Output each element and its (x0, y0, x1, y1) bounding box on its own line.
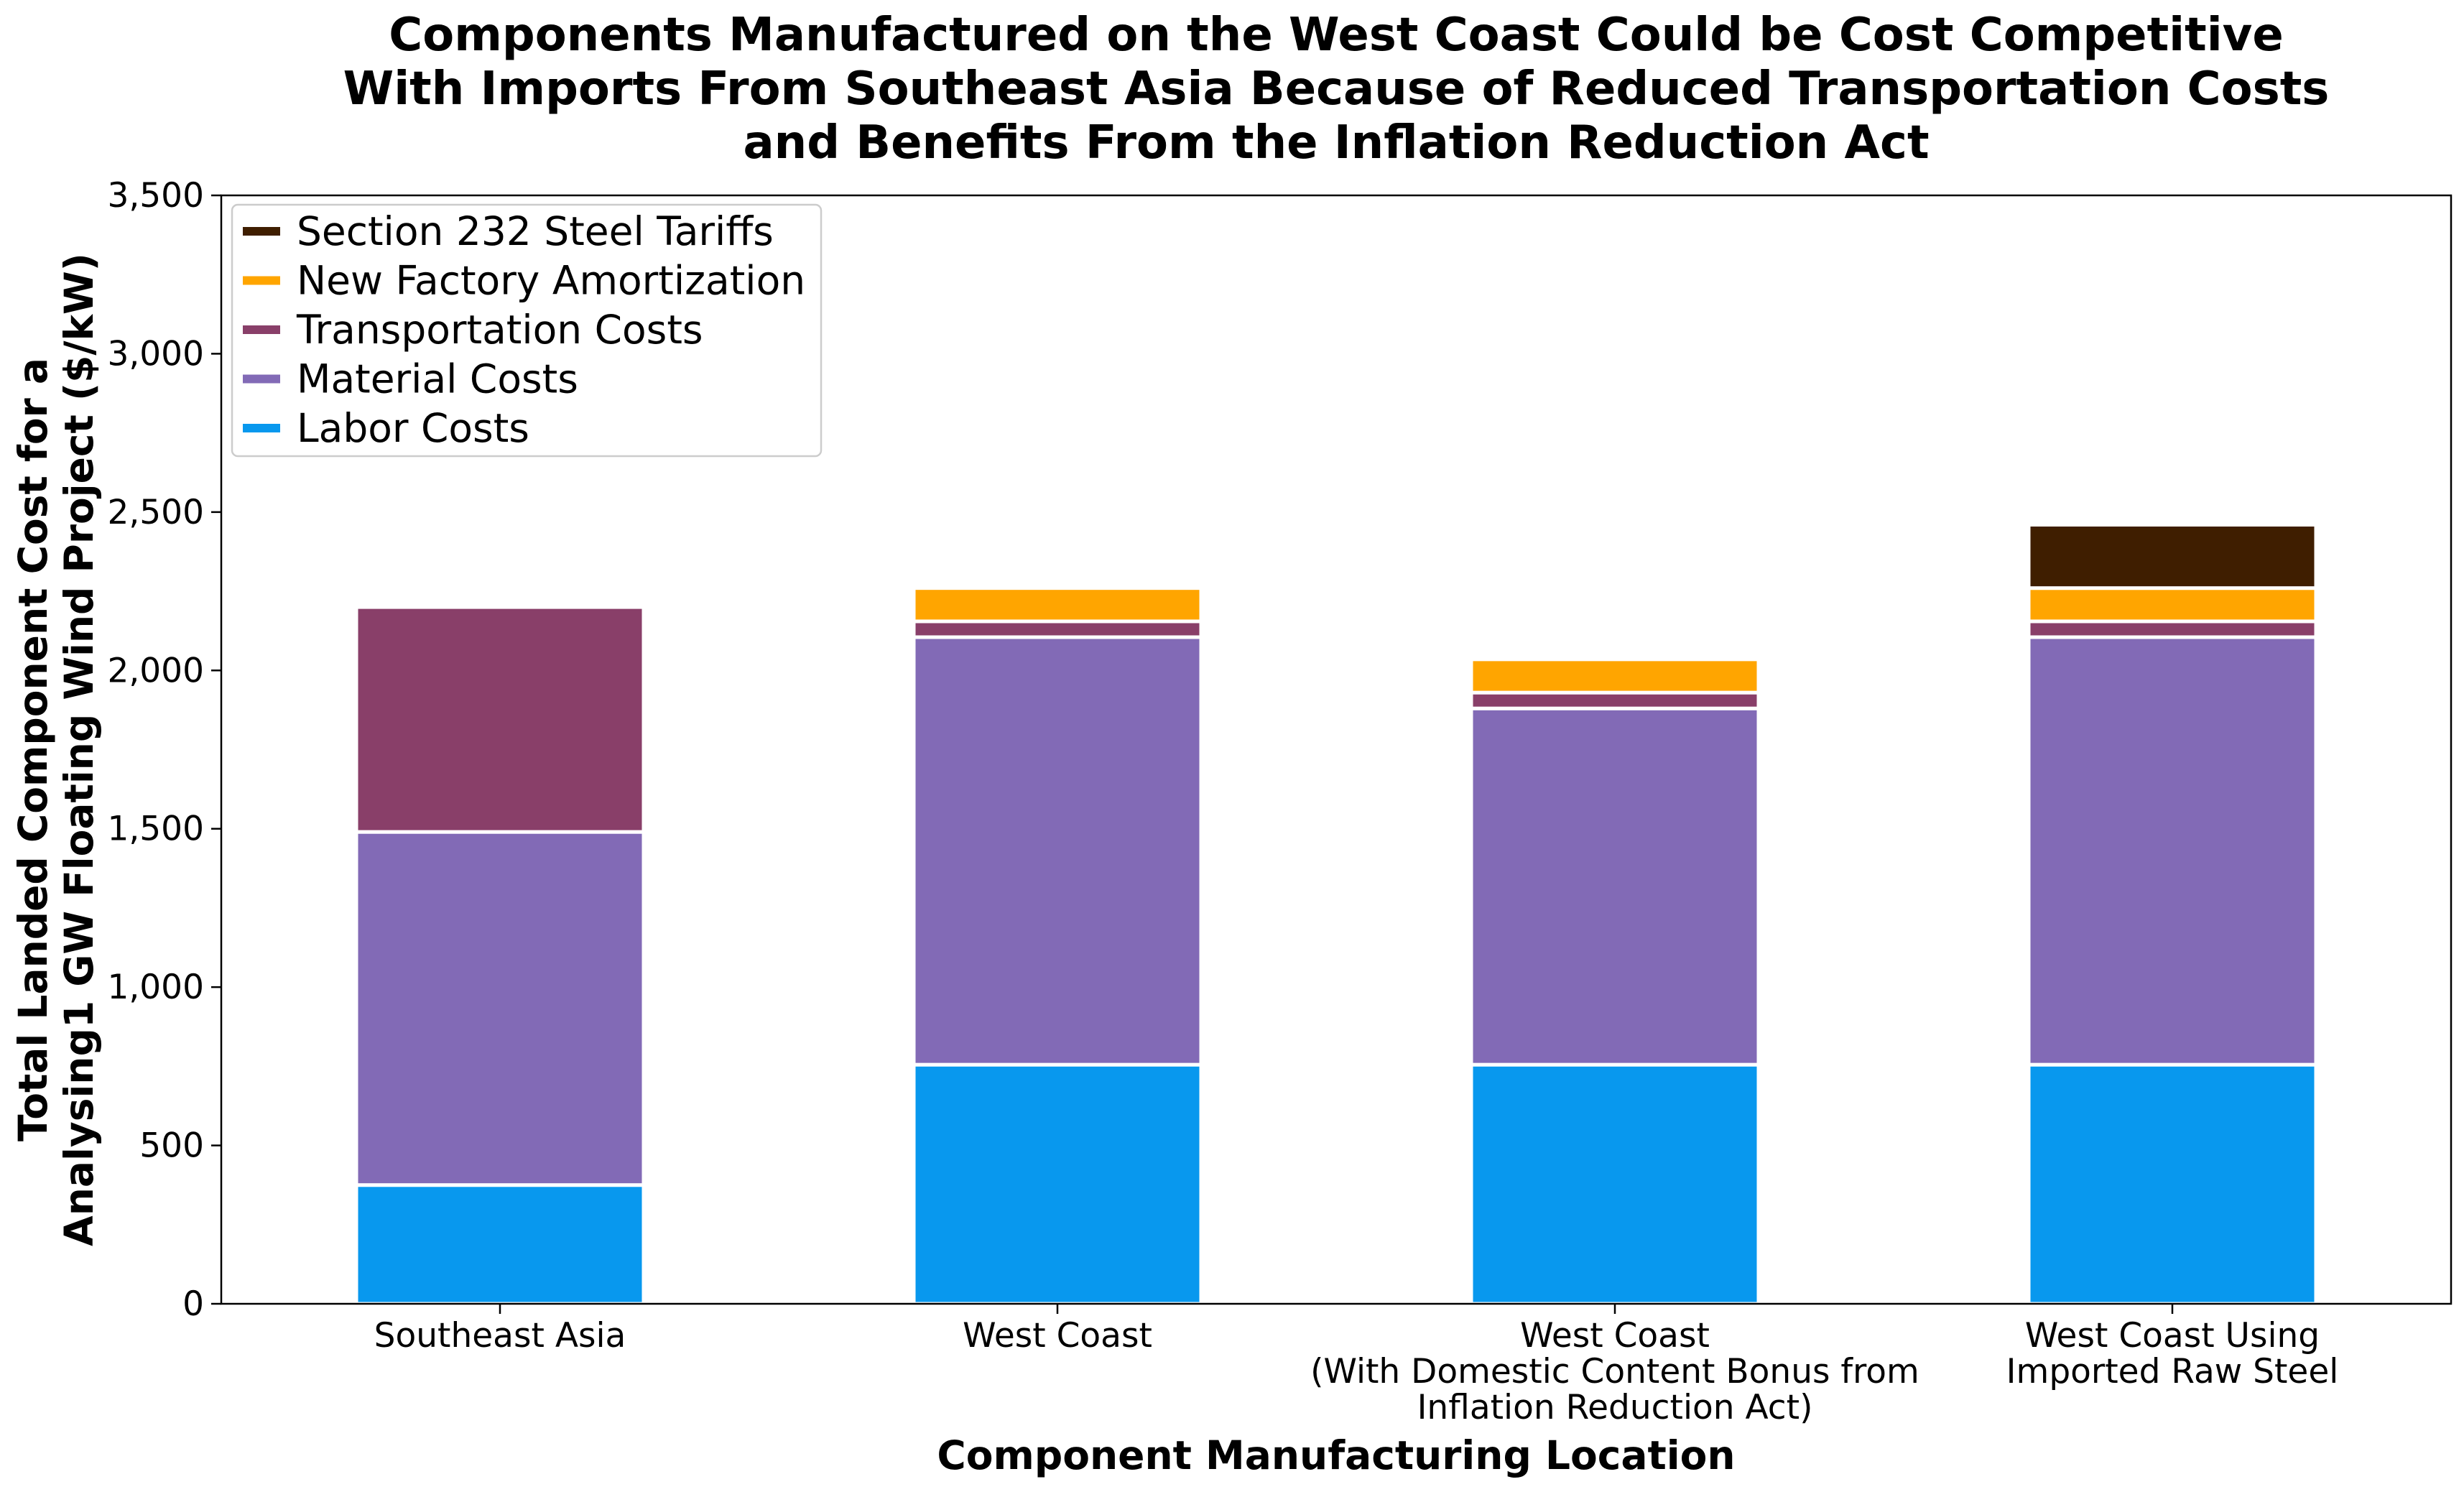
x-tick-label-line: West Coast Using (2025, 1316, 2320, 1356)
legend-label: Material Costs (297, 356, 578, 402)
bar-segment (912, 635, 1203, 1067)
y-tick-label: 2,500 (107, 493, 204, 532)
bar-segment (1469, 1062, 1761, 1306)
chart-title: Components Manufactured on the West Coas… (343, 9, 2330, 170)
bar-segment (1469, 706, 1761, 1067)
y-tick-label: 1,000 (107, 968, 204, 1007)
bar-segment (354, 830, 646, 1187)
x-tick-label-line: Southeast Asia (374, 1316, 626, 1356)
x-tick-label: Southeast Asia (374, 1316, 626, 1356)
x-tick-label-line: West Coast (963, 1316, 1152, 1356)
legend-swatch (243, 325, 280, 334)
bar-segment (2027, 522, 2318, 590)
bar-segment (2027, 619, 2318, 639)
title-line: Components Manufactured on the West Coas… (389, 9, 2284, 62)
x-tick-label-line: (With Domestic Content Bonus from (1310, 1352, 1919, 1391)
y-axis: 05001,0001,5002,0002,5003,0003,500Total … (10, 176, 221, 1324)
legend-swatch (243, 276, 280, 285)
y-axis-title-line: Total Landed Component Cost for a (10, 358, 56, 1141)
bar-segment (2027, 1062, 2318, 1306)
x-tick-label: West Coast Using Imported Raw Steel (2006, 1316, 2339, 1391)
x-tick-label-line: West Coast (1520, 1316, 1710, 1356)
x-axis: Southeast Asia West Coast West Coast (With … (374, 1304, 2339, 1478)
y-tick-label: 3,500 (107, 176, 204, 216)
x-axis-title: Component Manufacturing Location (937, 1432, 1735, 1478)
plot-frame (220, 194, 2453, 1305)
legend-label: Section 232 Steel Tariffs (297, 208, 774, 254)
y-tick-label: 0 (182, 1284, 204, 1324)
title-line: and Benefits From the Inflation Reductio… (743, 116, 1929, 170)
x-tick-label-line: Inflation Reduction Act) (1417, 1388, 1813, 1427)
legend-swatch (243, 424, 280, 432)
x-tick-label-line: Imported Raw Steel (2006, 1352, 2339, 1391)
y-tick-label: 3,000 (107, 334, 204, 374)
y-axis-title-line: Analysing1 GW Floating Wind Project ($/k… (56, 253, 102, 1246)
title-line: With Imports From Southeast Asia Because… (343, 62, 2330, 116)
bar-segment (912, 619, 1203, 639)
y-axis-title: Total Landed Component Cost for aAnalysi… (10, 253, 102, 1246)
y-tick-label: 500 (139, 1126, 204, 1166)
y-tick-label: 1,500 (107, 810, 204, 849)
y-tick-label: 2,000 (107, 651, 204, 690)
x-tick-label: West Coast (963, 1316, 1152, 1356)
x-tick-label: West Coast (With Domestic Content Bonus f… (1310, 1316, 1919, 1427)
legend-label: New Factory Amortization (297, 258, 805, 304)
bar-segment (2027, 635, 2318, 1067)
legend-label: Labor Costs (297, 405, 529, 451)
bar-segment (1469, 657, 1761, 695)
bar-segment (912, 586, 1203, 624)
bar-segment (912, 1062, 1203, 1306)
legend-swatch (243, 227, 280, 236)
bars (354, 522, 2318, 1306)
bar-segment (354, 1183, 646, 1306)
legend-box (231, 203, 823, 458)
bar-segment (354, 605, 646, 834)
bar-segment (2027, 586, 2318, 624)
legend-label: Transportation Costs (296, 307, 703, 353)
bar-segment (1469, 690, 1761, 710)
legend-swatch (243, 374, 280, 384)
